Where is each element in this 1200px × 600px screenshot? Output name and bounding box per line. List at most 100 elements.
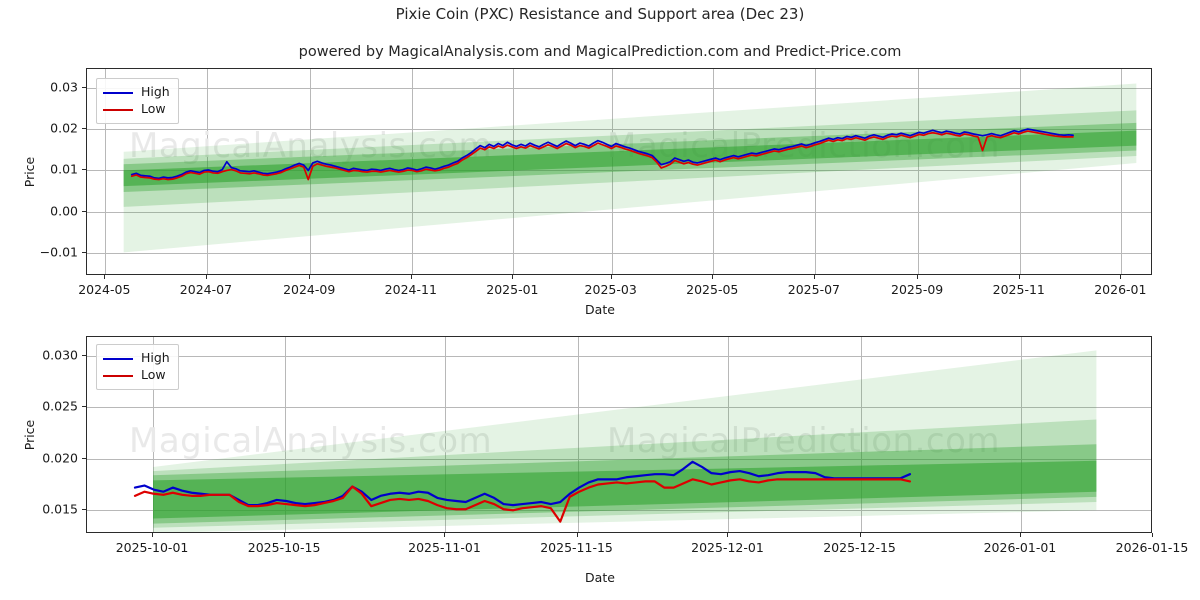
x-axis-tick [917, 275, 919, 279]
gridline-horizontal [87, 253, 1151, 255]
zoom-xaxis-title: Date [585, 570, 615, 585]
x-axis-tick [444, 533, 446, 537]
x-axis-label: 2024-09 [283, 282, 336, 297]
gridline-horizontal [87, 458, 1151, 460]
y-axis-label: 0.025 [42, 398, 78, 414]
y-axis-tick [82, 169, 86, 171]
series-line-low [133, 478, 912, 523]
x-axis-label: 2025-01 [486, 282, 539, 297]
y-axis-label: 0.015 [42, 501, 78, 517]
gridline-vertical [105, 69, 107, 274]
x-axis-tick [309, 275, 311, 279]
x-axis-label: 2025-11-15 [540, 540, 613, 555]
gridline-vertical [445, 337, 447, 532]
zoom-plot-area: MagicalAnalysis.com MagicalPrediction.com [86, 336, 1152, 533]
y-axis-label: 0.01 [50, 161, 78, 177]
legend-label-high: High [141, 84, 170, 100]
x-axis-label: 2025-05 [686, 282, 739, 297]
confidence-band-core [123, 130, 1137, 187]
gridline-vertical [611, 69, 613, 274]
x-axis-label: 2025-03 [584, 282, 637, 297]
legend-item-high[interactable]: High [103, 84, 170, 101]
zoom-yaxis-title: Price [22, 419, 37, 451]
gridline-horizontal [87, 129, 1151, 131]
y-axis-tick [82, 509, 86, 511]
x-axis-label: 2024-11 [384, 282, 437, 297]
legend-swatch-high [103, 357, 133, 360]
y-axis-tick [82, 210, 86, 212]
confidence-band-outer-cone [123, 83, 1137, 253]
legend-swatch-high [103, 91, 133, 94]
page-subtitle: powered by MagicalAnalysis.com and Magic… [298, 44, 902, 60]
y-axis-label: 0.00 [50, 203, 78, 219]
y-axis-label: 0.030 [42, 347, 78, 363]
gridline-vertical [1020, 337, 1022, 532]
gridline-horizontal [87, 170, 1151, 172]
y-axis-tick [82, 354, 86, 356]
x-axis-tick [512, 275, 514, 279]
x-axis-label: 2025-12-01 [691, 540, 764, 555]
y-axis-label: −0.01 [39, 244, 78, 260]
series-line-high [130, 128, 1074, 180]
legend-item-low[interactable]: Low [103, 101, 170, 118]
y-axis-tick [82, 128, 86, 130]
x-axis-label: 2025-11-01 [408, 540, 481, 555]
x-axis-tick [610, 275, 612, 279]
gridline-vertical [577, 337, 579, 532]
overview-legend[interactable]: High Low [96, 78, 179, 124]
legend-label-high: High [141, 350, 170, 366]
legend-label-low: Low [141, 367, 166, 383]
gridline-vertical [1019, 69, 1021, 274]
series-layer [133, 350, 1097, 532]
legend-item-high[interactable]: High [103, 350, 170, 367]
overview-xaxis-title: Date [585, 302, 615, 317]
confidence-band-core [153, 460, 1097, 519]
series-line-low [130, 130, 1074, 181]
zoom-legend[interactable]: High Low [96, 344, 179, 390]
x-axis-tick [576, 533, 578, 537]
legend-swatch-low [103, 374, 133, 377]
gridline-vertical [728, 337, 730, 532]
gridline-vertical [860, 337, 862, 532]
x-axis-tick [1152, 533, 1153, 537]
x-axis-tick [205, 275, 207, 279]
x-axis-tick [1120, 275, 1122, 279]
series-layer [123, 83, 1137, 253]
series-line-high [133, 460, 912, 507]
x-axis-label: 2025-10-15 [247, 540, 321, 555]
gridline-vertical [814, 69, 816, 274]
legend-label-low: Low [141, 101, 166, 117]
x-axis-label: 2025-09 [891, 282, 944, 297]
legend-item-low[interactable]: Low [103, 367, 170, 384]
x-axis-tick [813, 275, 815, 279]
gridline-vertical [153, 337, 155, 532]
y-axis-tick [82, 406, 86, 408]
y-axis-tick [82, 252, 86, 254]
y-axis-tick [82, 457, 86, 459]
gridline-vertical [285, 337, 287, 532]
x-axis-tick [727, 533, 729, 537]
x-axis-tick [1019, 533, 1021, 537]
x-axis-tick [1018, 275, 1020, 279]
x-axis-label: 2024-05 [78, 282, 131, 297]
x-axis-label: 2025-10-01 [115, 540, 189, 555]
y-axis-label: 0.02 [50, 120, 78, 136]
gridline-horizontal [87, 355, 1151, 357]
zoom-chart-panel: MagicalAnalysis.com MagicalPrediction.com [86, 336, 1152, 533]
gridline-vertical [1121, 69, 1123, 274]
y-axis-label: 0.020 [42, 450, 78, 466]
x-axis-tick [104, 275, 106, 279]
x-axis-tick [410, 275, 412, 279]
x-axis-label: 2025-07 [787, 282, 840, 297]
x-axis-label: 2024-07 [179, 282, 233, 297]
x-axis-label: 2025-12-15 [823, 540, 896, 555]
y-axis-tick [82, 86, 86, 88]
x-axis-tick [152, 533, 154, 537]
gridline-vertical [713, 69, 715, 274]
x-axis-tick [859, 533, 861, 537]
legend-swatch-low [103, 108, 133, 111]
